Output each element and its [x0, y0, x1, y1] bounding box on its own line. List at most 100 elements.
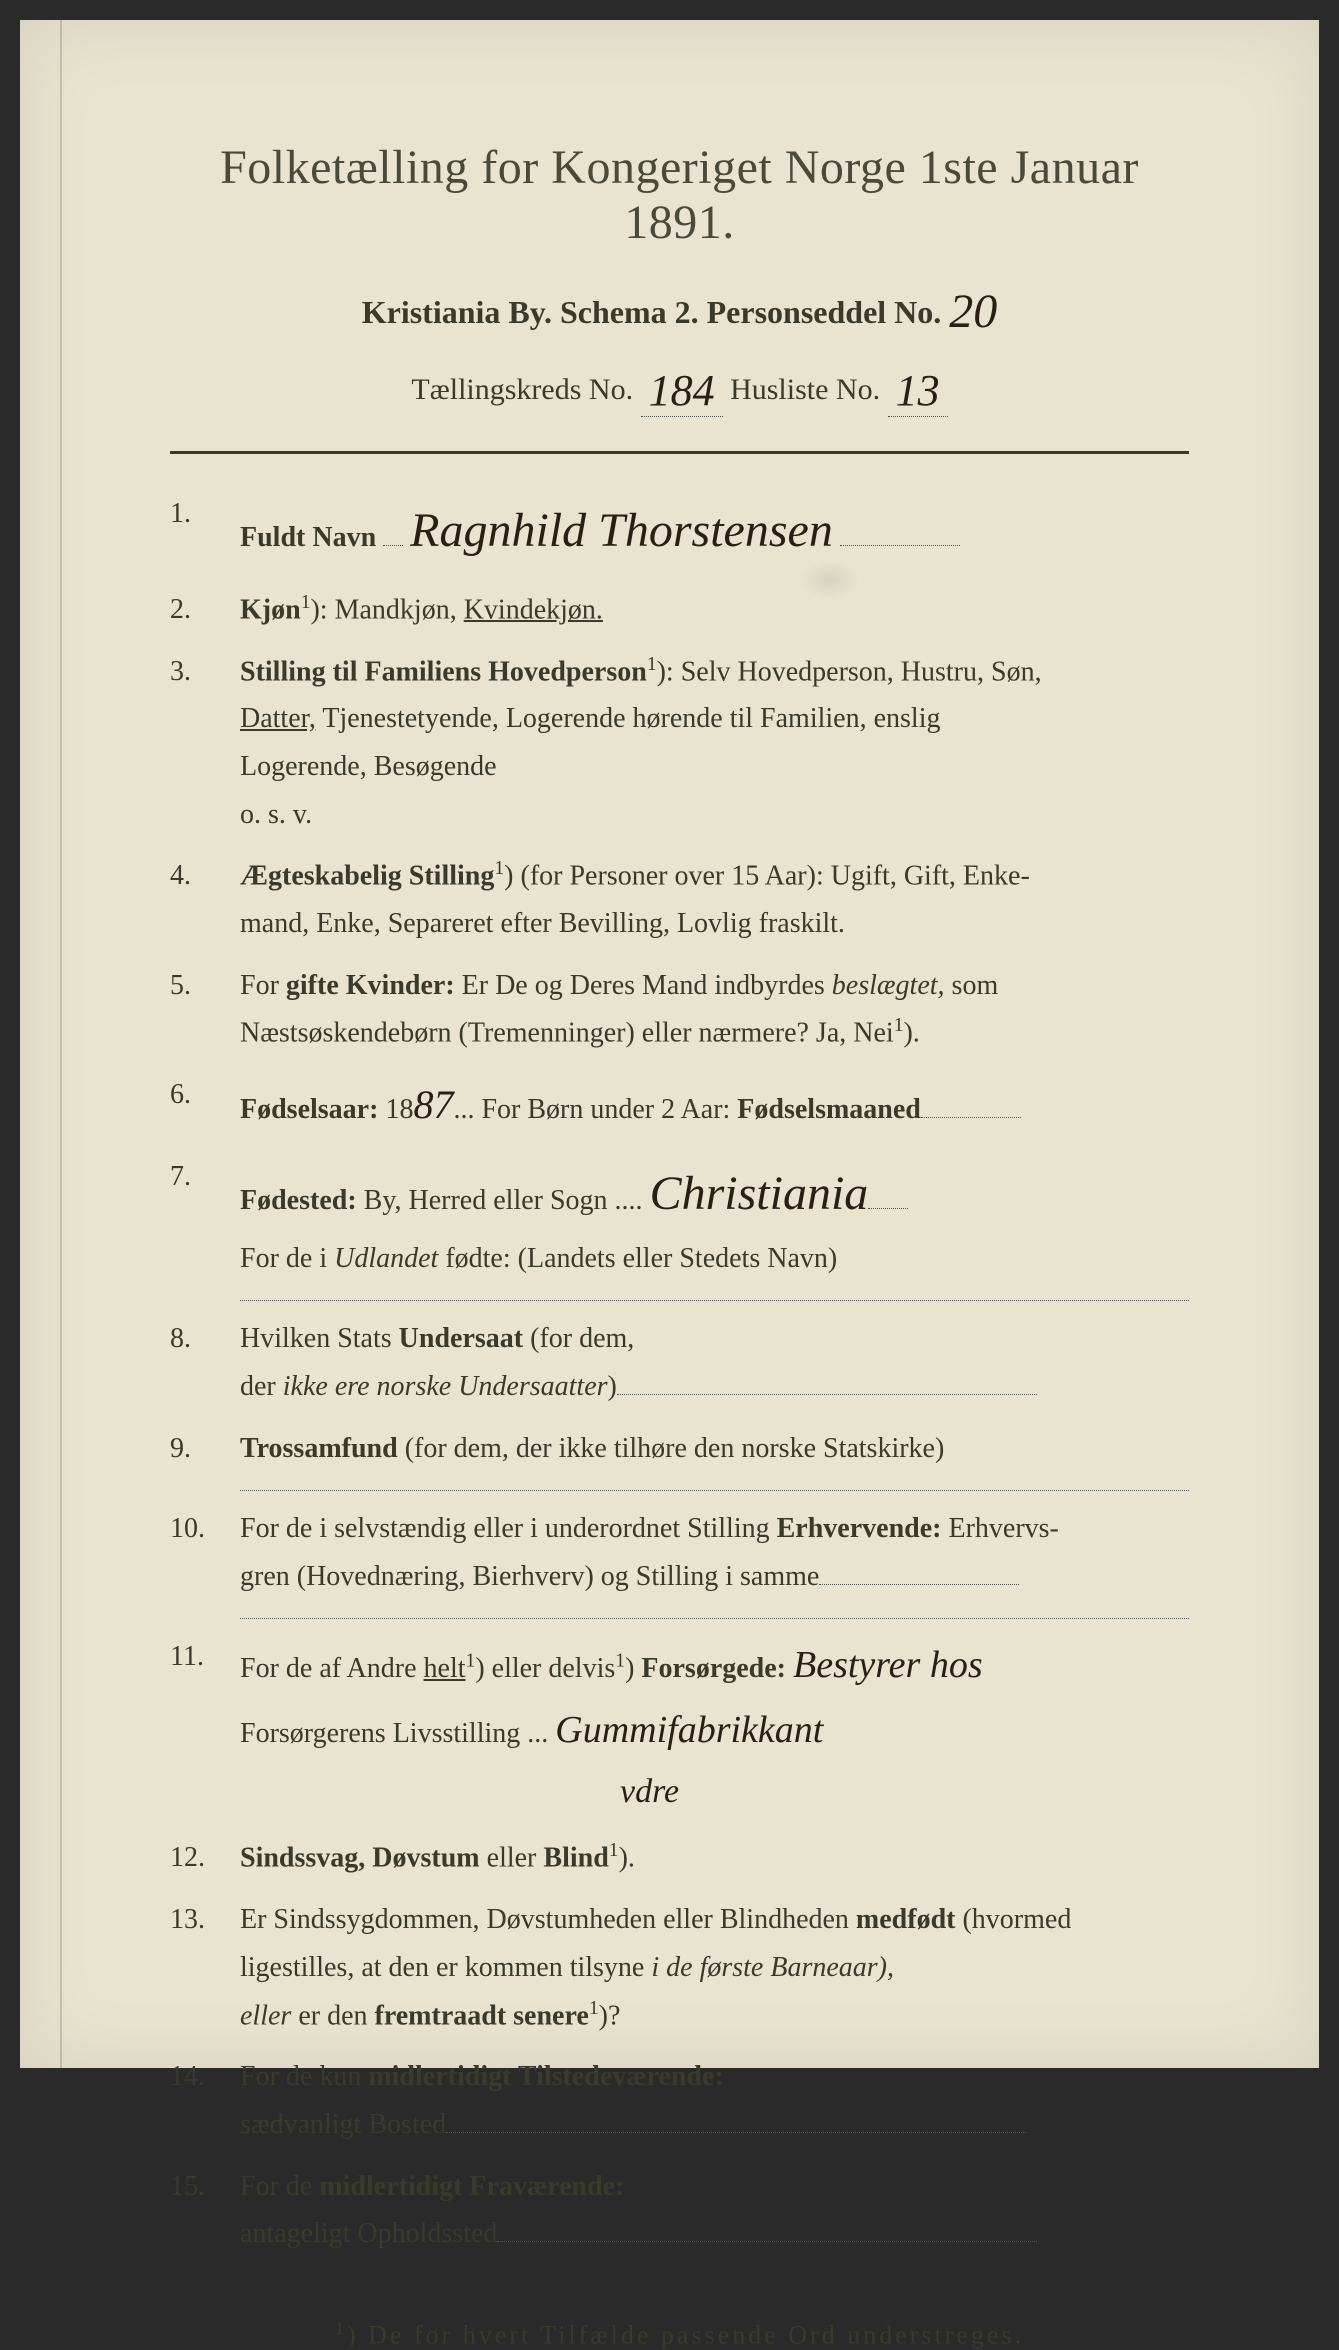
- label: Ægteskabelig Stilling: [240, 861, 494, 892]
- form-header: Folketælling for Kongeriget Norge 1ste J…: [170, 140, 1189, 411]
- item-2: 2. Kjøn1): Mandkjøn, Kvindekjøn.: [170, 586, 1189, 634]
- text1: For de i selvstændig eller i underordnet…: [240, 1513, 777, 1544]
- footnote-sup: 1: [335, 2318, 347, 2338]
- text1: Er Sindssygdommen, Døvstumheden eller Bl…: [240, 1904, 856, 1935]
- item-7: 7. Fødested: By, Herred eller Sogn .... …: [170, 1153, 1189, 1301]
- label1: medfødt: [856, 1904, 956, 1935]
- prefix: For: [240, 970, 286, 1001]
- label: gifte Kvinder:: [286, 970, 455, 1001]
- text2: som: [945, 970, 999, 1001]
- item-body: Fuldt Navn Ragnhild Thorstensen: [240, 490, 1189, 572]
- text2: (for dem,: [523, 1323, 634, 1354]
- title-sub: Kristiania By. Schema 2. Personseddel No…: [170, 280, 1189, 335]
- label: Fuldt Navn: [240, 522, 376, 553]
- footnote-text: ) De for hvert Tilfælde passende Ord und…: [347, 2320, 1024, 2349]
- item-body: For gifte Kvinder: Er De og Deres Mand i…: [240, 962, 1189, 1058]
- birthplace-value: Christiania: [650, 1153, 869, 1235]
- ital: Udlandet: [334, 1243, 438, 1274]
- item-body: Er Sindssygdommen, Døvstumheden eller Bl…: [240, 1896, 1189, 2039]
- text1: Er De og Deres Mand indbyrdes: [455, 970, 832, 1001]
- label: Sindssvag, Døvstum: [240, 1843, 480, 1874]
- header-divider: [170, 451, 1189, 454]
- line2: mand, Enke, Separeret efter Bevilling, L…: [240, 908, 845, 939]
- text2: Erhvervs-: [941, 1513, 1058, 1544]
- line2a: ligestilles, at den er kommen tilsyne: [240, 1952, 651, 1983]
- footnote: 1) De for hvert Tilfælde passende Ord un…: [170, 2318, 1189, 2350]
- ital: ikke ere norske Undersaatter: [283, 1371, 608, 1402]
- sup: 1: [609, 1840, 619, 1861]
- item-body: For de af Andre helt1) eller delvis1) Fo…: [240, 1633, 1189, 1820]
- text3: ): [625, 1653, 641, 1684]
- text1: ): Selv Hovedperson, Hustru, Søn,: [657, 656, 1042, 687]
- item-num: 9.: [170, 1425, 240, 1492]
- dotted: [868, 1208, 908, 1209]
- item-body: For de midlertidigt Fraværende: antageli…: [240, 2163, 1189, 2258]
- sup1: 1: [466, 1651, 476, 1672]
- forsorgede-value2: Gummifabrikkant: [555, 1698, 823, 1763]
- label: Trossamfund: [240, 1433, 398, 1464]
- under1: helt: [424, 1653, 466, 1684]
- label: Fødselsaar:: [240, 1094, 378, 1125]
- taellingskreds-no: 184: [641, 365, 723, 417]
- text1: Hvilken Stats: [240, 1323, 399, 1354]
- item-1: 1. Fuldt Navn Ragnhild Thorstensen: [170, 490, 1189, 572]
- text2: ) eller delvis: [475, 1653, 615, 1684]
- item-3: 3. Stilling til Familiens Hovedperson1):…: [170, 648, 1189, 839]
- item-12: 12. Sindssvag, Døvstum eller Blind1).: [170, 1834, 1189, 1882]
- ital1: i de første Barneaar),: [651, 1952, 894, 1983]
- item-num: 7.: [170, 1153, 240, 1301]
- dotted: [446, 2132, 1026, 2133]
- dotted: [497, 2241, 1037, 2242]
- item-15: 15. For de midlertidigt Fraværende: anta…: [170, 2163, 1189, 2258]
- line2a: der: [240, 1371, 283, 1402]
- text: ): Mandkjøn,: [310, 594, 463, 625]
- dotted: [240, 1300, 1189, 1301]
- item-9: 9. Trossamfund (for dem, der ikke tilhør…: [170, 1425, 1189, 1492]
- item-11: 11. For de af Andre helt1) eller delvis1…: [170, 1633, 1189, 1820]
- text1: For de kun: [240, 2061, 368, 2092]
- title-main: Folketælling for Kongeriget Norge 1ste J…: [170, 140, 1189, 250]
- form-items: 1. Fuldt Navn Ragnhild Thorstensen 2. Kj…: [170, 490, 1189, 2258]
- line2b: Tjenestetyende, Logerende hørende til Fa…: [316, 703, 941, 734]
- line2b: ): [608, 1371, 617, 1402]
- item-num: 4.: [170, 852, 240, 948]
- kvindekjon: Kvindekjøn.: [464, 594, 603, 625]
- sup: 1: [301, 592, 311, 613]
- dotted: [819, 1584, 1019, 1585]
- item-body: Hvilken Stats Undersaat (for dem, der ik…: [240, 1315, 1189, 1410]
- item-body: Fødselsaar: 1887... For Børn under 2 Aar…: [240, 1071, 1189, 1139]
- item-body: Stilling til Familiens Hovedperson1): Se…: [240, 648, 1189, 839]
- ital: beslægtet,: [832, 970, 945, 1001]
- dotted: [383, 545, 403, 546]
- item-body: Ægteskabelig Stilling1) (for Personer ov…: [240, 852, 1189, 948]
- label: midlertidigt Tilstedeværende:: [368, 2061, 723, 2092]
- sup: 1: [647, 654, 657, 675]
- text1: By, Herred eller Sogn ....: [357, 1185, 643, 1216]
- sup: 1: [494, 858, 504, 879]
- dotted: [840, 545, 960, 546]
- item-4: 4. Ægteskabelig Stilling1) (for Personer…: [170, 852, 1189, 948]
- item-14: 14. For de kun midlertidigt Tilstedevære…: [170, 2053, 1189, 2148]
- dotted: [921, 1117, 1021, 1118]
- line2a: For de i: [240, 1243, 334, 1274]
- forsorgede-value3: vdre: [620, 1763, 679, 1821]
- line2: Næstsøskendebørn (Tremenninger) eller næ…: [240, 1018, 894, 1049]
- title-sub-prefix: Kristiania By. Schema 2. Personseddel No…: [362, 294, 942, 330]
- forsorgede-value1: Bestyrer hos: [793, 1633, 983, 1698]
- item-6: 6. Fødselsaar: 1887... For Børn under 2 …: [170, 1071, 1189, 1139]
- line3b: er den: [291, 2000, 374, 2031]
- text2: (hvormed: [955, 1904, 1071, 1935]
- item-body: Sindssvag, Døvstum eller Blind1).: [240, 1834, 1189, 1882]
- smudge-mark: [800, 560, 860, 600]
- prefix18: 18: [378, 1094, 413, 1125]
- dotted: [240, 1490, 1189, 1491]
- text1: For de: [240, 2171, 319, 2202]
- line4: o. s. v.: [240, 799, 312, 830]
- line2: gren (Hovednæring, Bierhverv) og Stillin…: [240, 1561, 819, 1592]
- item-num: 1.: [170, 490, 240, 572]
- label: Undersaat: [399, 1323, 523, 1354]
- mid: ... For Børn under 2 Aar:: [453, 1094, 737, 1125]
- item-5: 5. For gifte Kvinder: Er De og Deres Man…: [170, 962, 1189, 1058]
- label: Kjøn: [240, 594, 301, 625]
- item-13: 13. Er Sindssygdommen, Døvstumheden elle…: [170, 1896, 1189, 2039]
